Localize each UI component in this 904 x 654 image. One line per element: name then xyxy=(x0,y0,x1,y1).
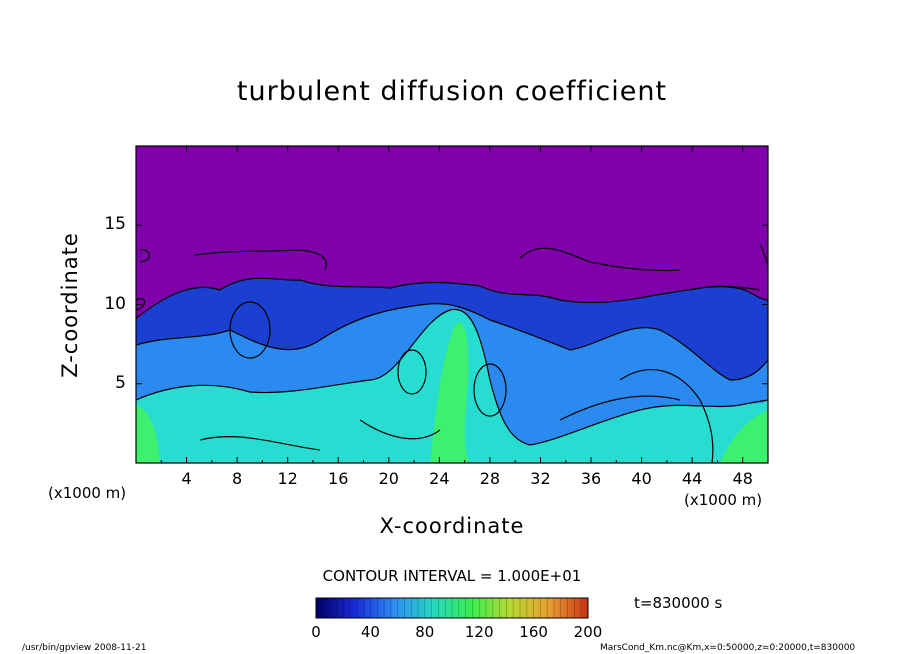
footer-right: MarsCond_Km.nc@Km,x=0:50000,z=0:20000,t=… xyxy=(600,643,856,653)
x-tick-label: 40 xyxy=(631,469,652,488)
x-unit-left: (x1000 m) xyxy=(48,484,127,502)
x-axis-label: X-coordinate xyxy=(379,514,525,538)
field-peak-region xyxy=(136,322,768,463)
colorbar-tick-label: 120 xyxy=(464,623,494,641)
y-tick-label: 5 xyxy=(115,372,126,393)
x-unit-right: (x1000 m) xyxy=(684,491,763,509)
x-tick-label: 16 xyxy=(328,469,349,488)
x-tick-label: 28 xyxy=(479,469,501,488)
colorbar-tick-label: 80 xyxy=(415,623,435,641)
x-tick-label: 36 xyxy=(580,469,602,488)
colorbar-tick-label: 200 xyxy=(573,623,603,641)
chart-title: turbulent diffusion coefficient xyxy=(236,76,668,107)
y-tick-label: 15 xyxy=(104,214,126,235)
colorbar-tick-label: 40 xyxy=(360,623,380,641)
x-tick-label: 12 xyxy=(277,469,298,488)
contour-lines xyxy=(136,244,768,463)
heatmap-field xyxy=(136,146,768,463)
x-tick-label: 20 xyxy=(378,469,399,488)
y-axis-label: Z-coordinate xyxy=(58,232,82,378)
footer-left: /usr/bin/gpview 2008-11-21 xyxy=(22,643,147,653)
y-tick-label: 10 xyxy=(104,293,126,314)
x-tick-label: 44 xyxy=(681,469,703,488)
x-tick-label: 8 xyxy=(232,469,243,488)
x-axis-ticks xyxy=(160,146,744,463)
colorbar-tick-label: 160 xyxy=(519,623,548,641)
y-axis-ticks xyxy=(136,224,768,385)
x-tick-label: 48 xyxy=(732,469,753,488)
contour-interval: CONTOUR INTERVAL = 1.000E+01 xyxy=(322,567,582,585)
x-tick-label: 24 xyxy=(429,469,450,488)
colorbar xyxy=(315,597,589,619)
time-label: t=830000 s xyxy=(634,594,723,612)
colorbar-rect xyxy=(315,597,589,619)
colorbar-tick-label: 0 xyxy=(311,623,321,641)
x-tick-label: 32 xyxy=(530,469,551,488)
x-tick-label: 4 xyxy=(181,469,192,488)
